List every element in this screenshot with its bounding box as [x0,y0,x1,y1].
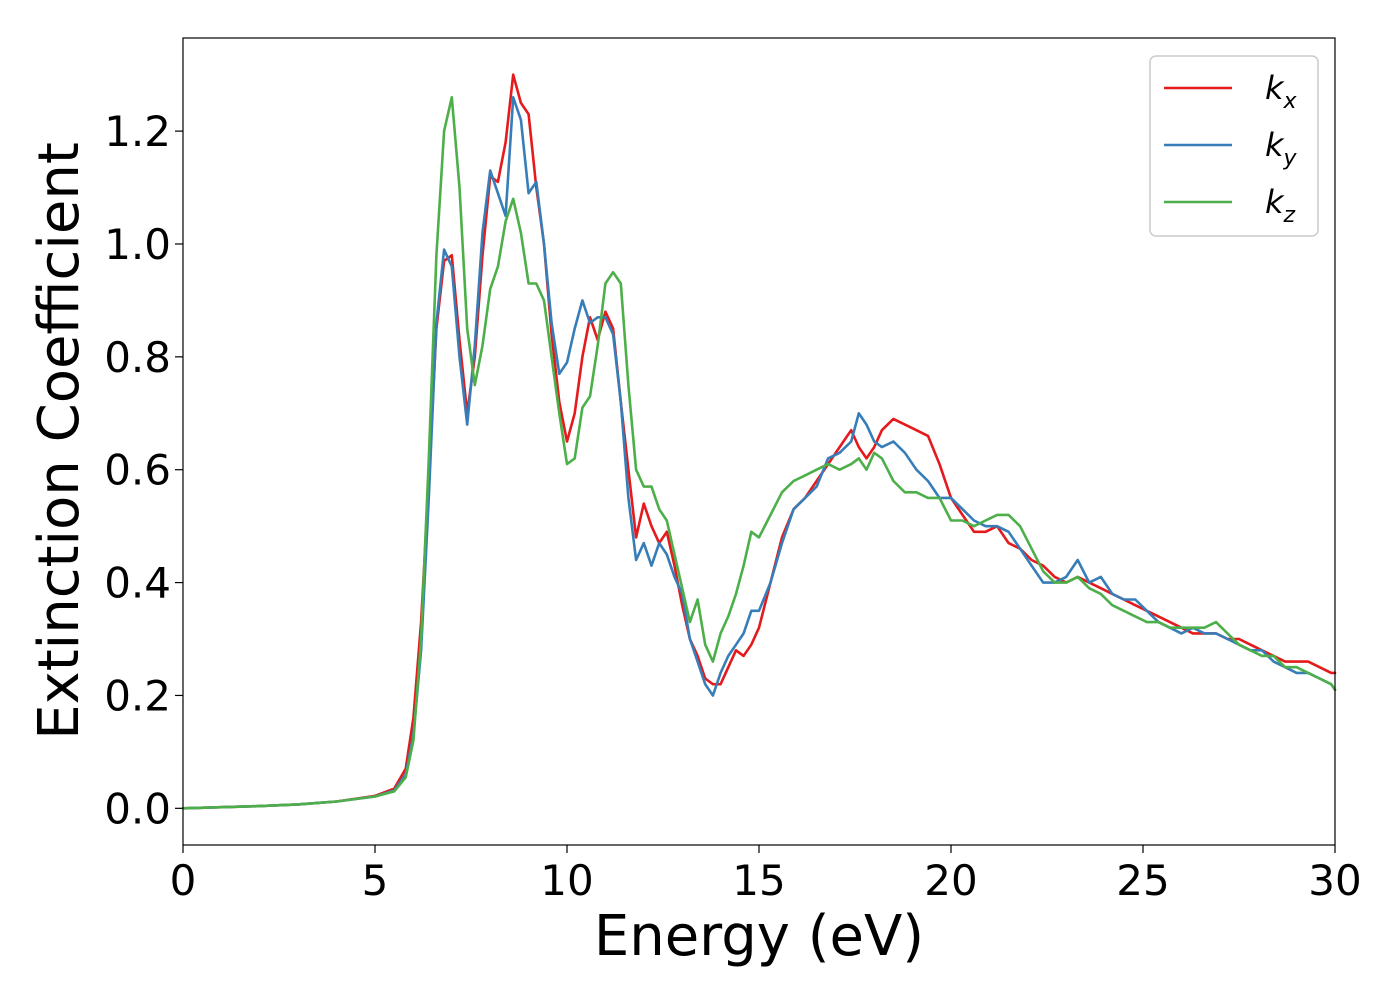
series-line-kz [181,96,1337,810]
y-tick-label: 0.2 [104,671,171,720]
legend-entry-kz: kz [1265,183,1296,228]
legend-box [1149,55,1319,237]
y-tick-label: 0.8 [104,333,171,382]
y-tick-label: 0.4 [104,559,171,608]
legend-symbol: k [1265,183,1285,221]
y-tick-label: 0.6 [104,446,171,495]
x-tick-label: 15 [732,856,785,905]
series-layer [181,73,1337,810]
x-tick-label: 5 [362,856,389,905]
y-tick-label: 0.0 [104,784,171,833]
y-axis-ticks: 0.0 0.2 0.4 0.6 0.8 1.0 1.2 [104,107,183,833]
legend-entry-kx: kx [1265,69,1298,114]
x-tick-label: 30 [1308,856,1361,905]
y-axis-label: Extinction Coefficient [27,142,92,740]
series-line-ky [181,96,1337,810]
x-tick-label: 10 [540,856,593,905]
x-tick-label: 20 [924,856,977,905]
legend-subscript: z [1283,203,1296,228]
x-axis-label: Energy (eV) [594,904,924,969]
x-tick-label: 25 [1116,856,1169,905]
legend-entry-ky: ky [1265,126,1298,171]
y-tick-label: 1.2 [104,107,171,156]
legend-subscript: y [1283,146,1298,171]
legend-symbol: k [1265,69,1285,107]
y-tick-label: 1.0 [104,220,171,269]
x-axis-ticks: 0 5 10 15 20 25 30 [170,845,1362,905]
series-line-kx [181,73,1337,810]
legend-subscript: x [1283,89,1298,114]
legend-symbol: k [1265,126,1285,164]
x-tick-label: 0 [170,856,197,905]
